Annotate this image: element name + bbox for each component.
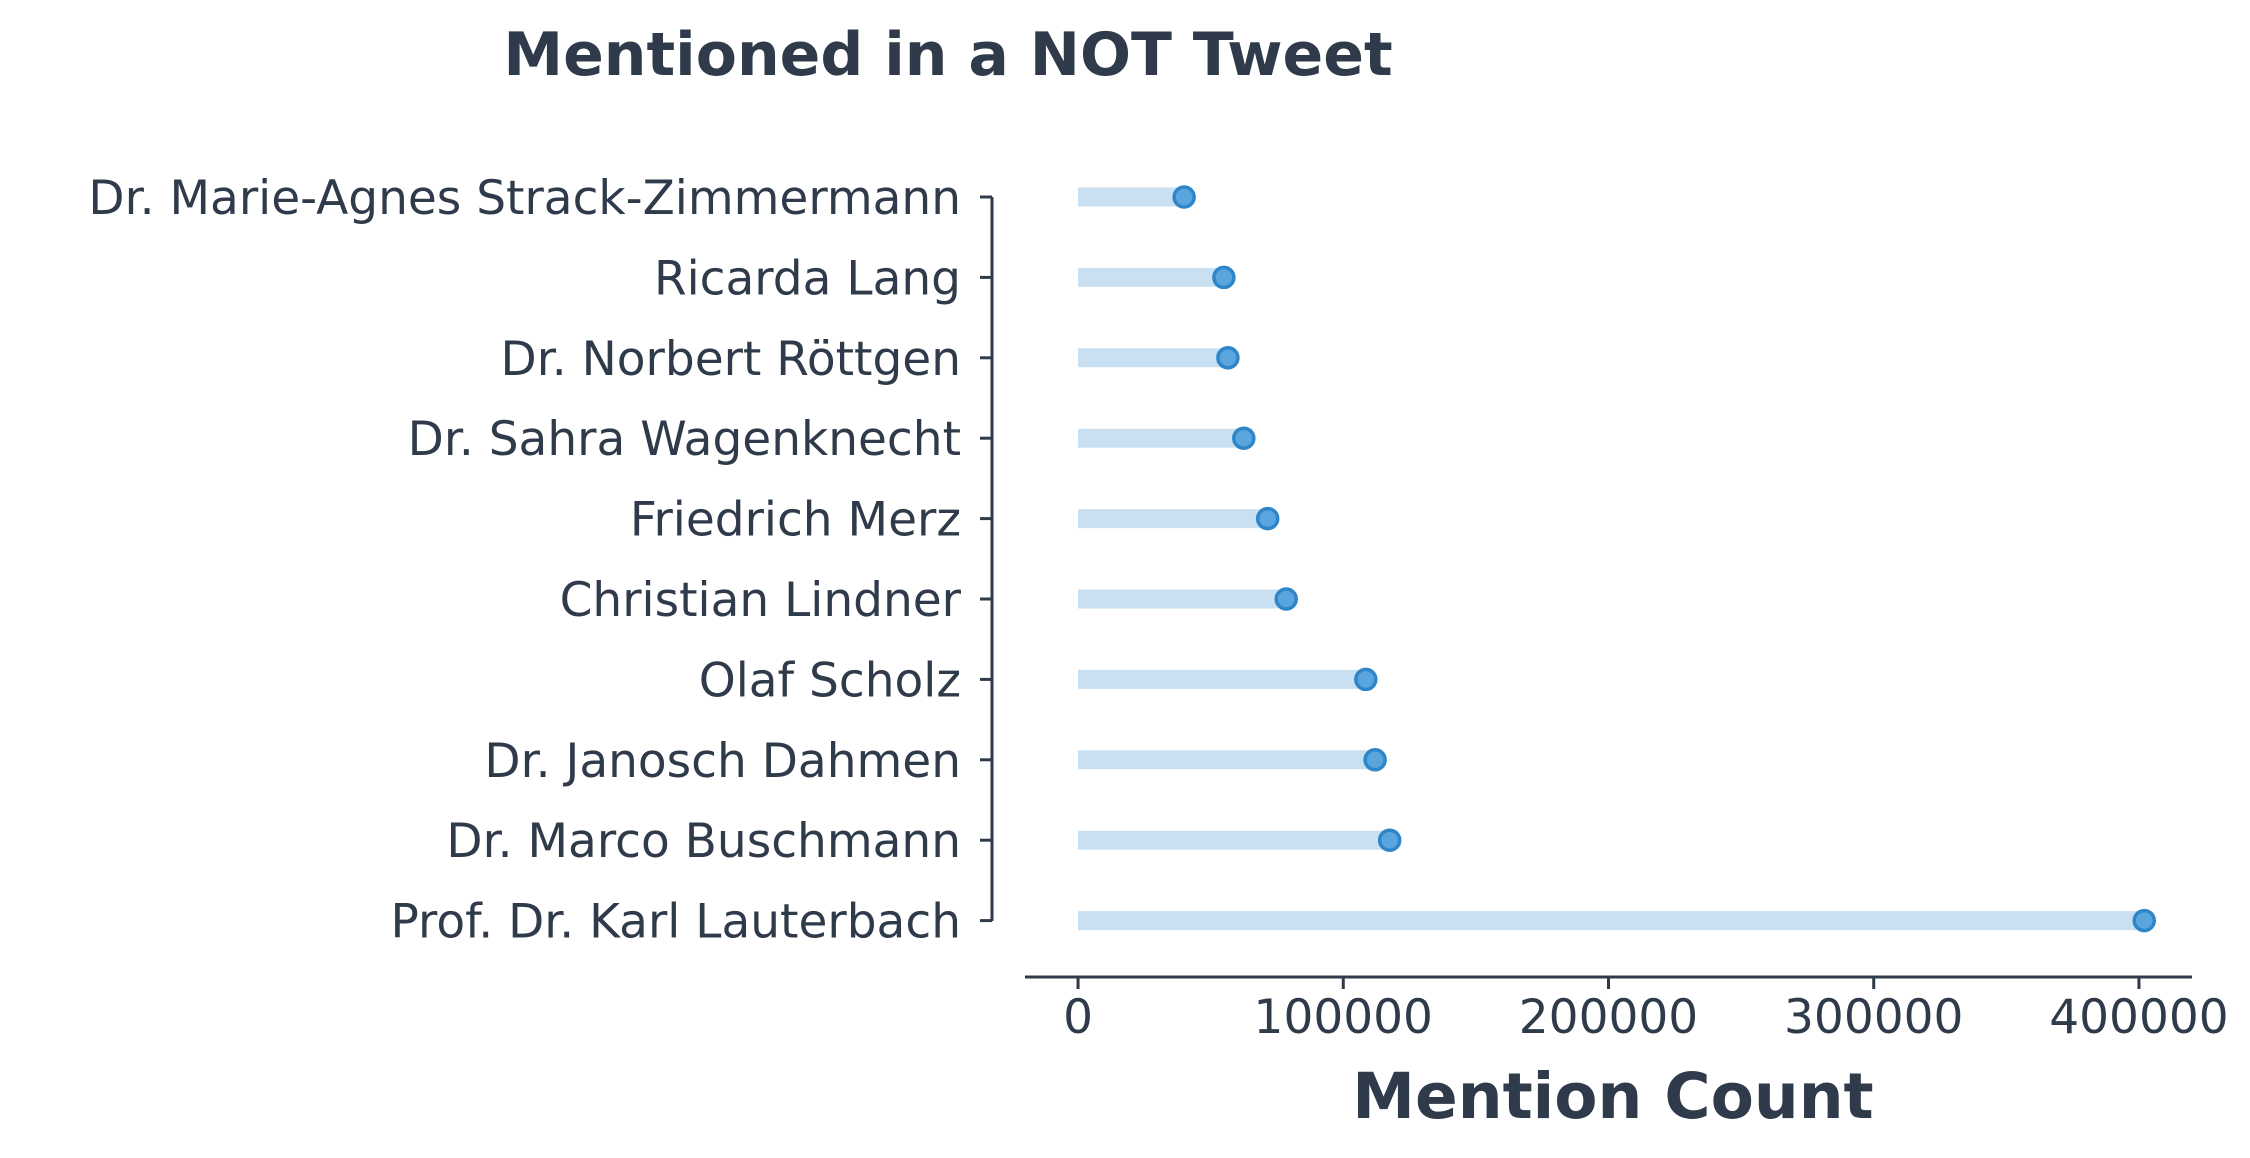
chart-title: Mentioned in a NOT Tweet <box>503 20 1392 90</box>
x-tick-label: 0 <box>1063 990 1093 1045</box>
y-tick-label: Prof. Dr. Karl Lauterbach <box>391 895 961 950</box>
x-tick-label: 100000 <box>1254 990 1433 1045</box>
y-tick-label: Dr. Sahra Wagenknecht <box>408 412 961 467</box>
y-tick-label: Dr. Marie-Agnes Strack-Zimmermann <box>88 171 961 226</box>
y-tick-label: Dr. Norbert Röttgen <box>501 332 961 387</box>
x-axis-ticks: 0 100000 200000 300000 400000 <box>1063 977 2229 1045</box>
chart-marks <box>1078 185 2157 933</box>
lollipop-dot <box>1232 426 1256 450</box>
y-tick-label: Christian Lindner <box>560 573 962 628</box>
x-tick-label: 400000 <box>2049 990 2228 1045</box>
lollipop-dot <box>1212 265 1236 290</box>
y-tick-label: Ricarda Lang <box>654 251 961 306</box>
lollipop-dot <box>1363 748 1387 772</box>
x-tick-label: 200000 <box>1519 990 1698 1045</box>
x-tick-label: 300000 <box>1784 990 1963 1045</box>
lollipop-dot <box>1216 346 1240 370</box>
y-tick-label: Olaf Scholz <box>699 653 961 708</box>
y-axis-ticks: Dr. Marie-Agnes Strack-Zimmermann Ricarda… <box>88 171 992 950</box>
y-tick-label: Dr. Marco Buschmann <box>446 814 961 869</box>
lollipop-dot <box>1274 587 1298 611</box>
y-tick-label: Dr. Janosch Dahmen <box>484 734 961 789</box>
lollipop-dot <box>1377 828 1402 852</box>
y-tick-label: Friedrich Merz <box>630 493 961 548</box>
lollipop-dot <box>2132 908 2157 933</box>
x-axis-label: Mention Count <box>1352 1060 1873 1133</box>
lollipop-dot <box>1172 185 1196 209</box>
lollipop-dot <box>1354 667 1378 692</box>
lollipop-dot <box>1255 506 1280 531</box>
